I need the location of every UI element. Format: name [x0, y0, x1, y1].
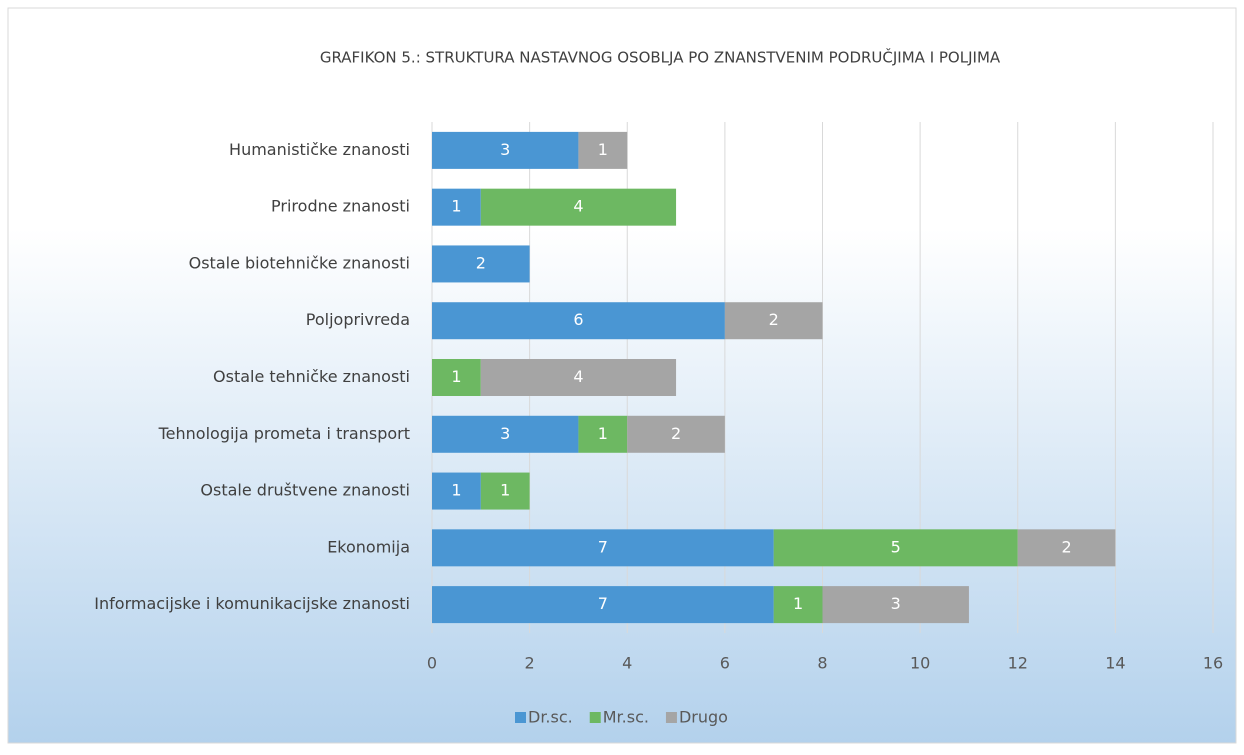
x-tick-label: 16	[1203, 654, 1223, 673]
bar-segment	[480, 472, 530, 510]
data-label: 3	[891, 594, 901, 613]
bar-segment	[432, 245, 530, 283]
x-tick-label: 12	[1008, 654, 1028, 673]
data-label: 4	[573, 367, 583, 386]
bar-segment	[480, 359, 677, 396]
x-tick-label: 0	[427, 654, 437, 673]
bar-segment	[480, 188, 677, 226]
data-label: 7	[598, 537, 608, 556]
y-tick-label: Informacijske i komunikacijske znanosti	[94, 594, 410, 613]
data-label: 3	[500, 140, 510, 159]
bar-segment	[578, 415, 628, 453]
data-label: 1	[598, 140, 608, 159]
y-tick-label: Ostale biotehničke znanosti	[189, 253, 410, 272]
bar-segment	[822, 586, 969, 624]
y-tick-label: Ostale tehničke znanosti	[213, 367, 410, 386]
bar-segment	[1017, 529, 1116, 567]
legend-swatch	[515, 712, 526, 723]
data-label: 2	[769, 310, 779, 329]
bar-segment	[432, 472, 481, 510]
x-tick-label: 14	[1105, 654, 1125, 673]
y-tick-label: Poljoprivreda	[306, 310, 410, 329]
data-label: 1	[451, 367, 461, 386]
bar-segment	[432, 131, 579, 169]
data-label: 3	[500, 424, 510, 443]
x-tick-label: 6	[720, 654, 730, 673]
x-tick-label: 8	[817, 654, 827, 673]
bar-segment	[432, 586, 774, 624]
data-label: 5	[891, 537, 901, 556]
legend-label: Mr.sc.	[603, 708, 649, 727]
x-tick-label: 2	[525, 654, 535, 673]
bar-segment	[724, 302, 823, 340]
y-tick-label: Tehnologija prometa i transport	[158, 424, 410, 443]
data-label: 1	[451, 197, 461, 216]
y-tick-label: Ekonomija	[327, 537, 410, 556]
data-label: 2	[476, 253, 486, 272]
y-tick-label: Humanističke znanosti	[229, 140, 410, 159]
bar-segment	[627, 415, 725, 453]
bar-segment	[432, 302, 725, 340]
data-label: 4	[573, 197, 583, 216]
bar-segment	[773, 586, 823, 624]
data-label: 7	[598, 594, 608, 613]
bar-segment	[773, 529, 1018, 567]
legend-swatch	[589, 712, 601, 723]
x-tick-label: 10	[910, 654, 930, 673]
x-tick-label: 4	[622, 654, 632, 673]
bar-segment	[432, 188, 481, 226]
data-label: 6	[573, 310, 583, 329]
legend-label: Drugo	[679, 708, 728, 727]
data-label: 1	[500, 481, 510, 500]
data-label: 1	[793, 594, 803, 613]
data-label: 1	[451, 481, 461, 500]
bar-segment	[432, 359, 481, 396]
data-label: 1	[598, 424, 608, 443]
legend-swatch	[665, 712, 677, 723]
chart-title: GRAFIKON 5.: STRUKTURA NASTAVNOG OSOBLJA…	[320, 48, 1001, 67]
y-tick-label: Ostale društvene znanosti	[200, 481, 410, 500]
bar-segment	[578, 131, 628, 169]
bar-segment	[432, 415, 579, 453]
y-tick-label: Prirodne znanosti	[271, 197, 410, 216]
bar-segment	[432, 529, 774, 567]
data-label: 2	[671, 424, 681, 443]
legend-label: Dr.sc.	[528, 708, 573, 727]
data-label: 2	[1061, 537, 1071, 556]
